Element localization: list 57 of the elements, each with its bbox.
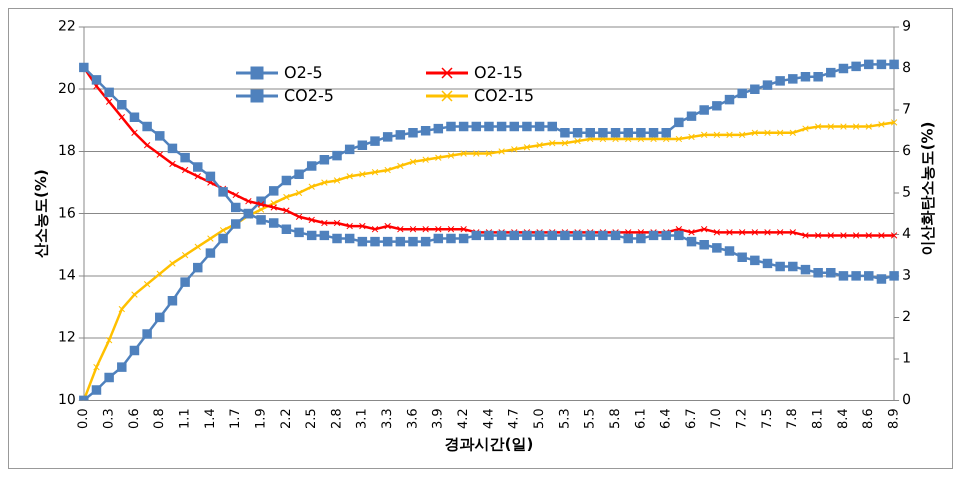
x-tick-label: 7.2: [734, 408, 750, 430]
x-tick-label: 1.4: [202, 408, 218, 430]
x-tick-label: 8.1: [810, 408, 826, 430]
y2-tick-label: 7: [902, 102, 912, 118]
x-tick-label: 7.8: [785, 408, 800, 430]
y2-tick-label: 0: [902, 392, 912, 408]
x-tick-label: 6.4: [658, 408, 674, 430]
legend-label: CO2-15: [474, 86, 534, 105]
x-tick-label: 5.0: [532, 408, 547, 430]
legend-label: CO2-5: [284, 86, 334, 105]
x-tick-label: 2.2: [278, 408, 294, 430]
y-tick-label: 20: [58, 80, 76, 97]
y-tick-label: 22: [58, 18, 76, 35]
x-tick-label: 5.8: [608, 408, 623, 430]
x-tick-label: 3.9: [430, 408, 446, 430]
x-tick-label: 6.1: [633, 408, 648, 430]
x-tick-label: 4.4: [481, 408, 496, 430]
x-tick-label: 0.0: [76, 408, 92, 430]
x-tick-label: 4.2: [456, 408, 472, 430]
x-tick-label: 4.7: [506, 408, 522, 430]
x-tick-label: 0.8: [152, 408, 168, 430]
y2-tick-label: 8: [902, 60, 912, 76]
y2-tick-label: 5: [902, 184, 912, 201]
x-tick-label: 1.7: [228, 408, 244, 430]
x-tick-label: 2.8: [329, 408, 344, 430]
x-tick-label: 8.6: [861, 408, 876, 430]
y2-tick-label: 4: [902, 226, 912, 242]
x-tick-label: 7.5: [760, 408, 775, 430]
y2-tick-label: 2: [902, 309, 912, 326]
y-tick-label: 18: [58, 143, 76, 160]
x-tick-label: 8.4: [836, 408, 851, 430]
x-tick-label: 5.5: [582, 408, 598, 430]
x-tick-label: 3.1: [354, 408, 370, 430]
x-tick-label: 7.0: [709, 408, 724, 430]
y2-tick-label: 9: [902, 18, 912, 35]
y-axis-title: 산소농도(%): [32, 169, 50, 258]
y-tick-label: 16: [58, 205, 76, 222]
y2-tick-label: 3: [902, 268, 912, 284]
x-tick-label: 5.3: [557, 408, 572, 430]
y2-tick-label: 1: [902, 350, 912, 366]
y-tick-label: 14: [58, 268, 76, 284]
legend-label: O2-5: [284, 63, 323, 82]
x-tick-label: 1.9: [253, 408, 268, 430]
x-tick-label: 6.7: [684, 408, 699, 430]
y2-tick-label: 6: [902, 143, 912, 160]
y2-axis-title: 이산화탄소농도(%): [918, 120, 938, 258]
x-tick-label: 1.1: [177, 408, 192, 430]
y-tick-label: 12: [58, 330, 76, 346]
x-tick-label: 8.9: [886, 408, 902, 430]
x-tick-label: 3.6: [405, 408, 420, 430]
x-tick-label: 0.6: [126, 408, 142, 430]
x-tick-label: 0.3: [102, 408, 117, 430]
x-axis-title: 경과시간(일): [444, 434, 534, 453]
y-tick-label: 10: [58, 392, 76, 408]
x-tick-label: 3.3: [380, 408, 396, 430]
legend-label: O2-15: [474, 63, 523, 82]
x-tick-label: 2.5: [304, 408, 320, 430]
